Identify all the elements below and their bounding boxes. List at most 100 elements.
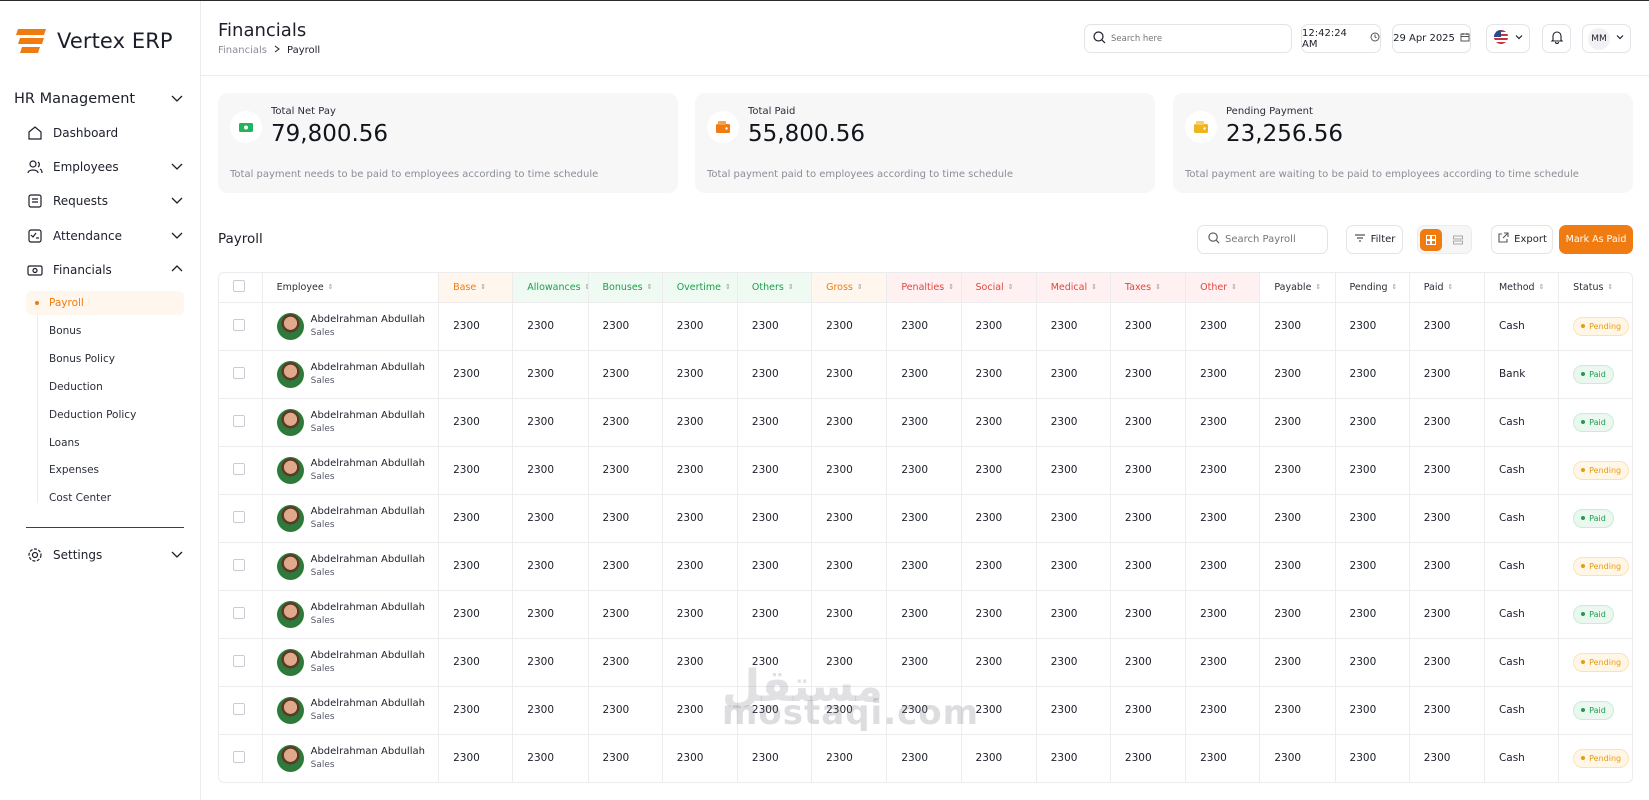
app-logo[interactable]: Vertex ERP bbox=[14, 27, 173, 55]
column-header-base[interactable]: Base ⇕ bbox=[438, 273, 514, 303]
table-row[interactable]: Abdelrahman Abdullah Sales 2300 2300 2300 230… bbox=[219, 590, 1632, 639]
employee-cell[interactable]: Abdelrahman Abdullah Sales bbox=[262, 302, 440, 351]
select-all-checkbox[interactable] bbox=[233, 279, 245, 292]
sidebar-item-financials[interactable]: Financials bbox=[26, 258, 184, 282]
sort-icon[interactable]: ⇕ bbox=[1231, 283, 1237, 292]
amount-cell: 2300 bbox=[512, 398, 589, 447]
sort-icon[interactable]: ⇕ bbox=[856, 283, 863, 292]
row-checkbox[interactable] bbox=[233, 750, 245, 763]
sidebar-item-settings[interactable]: Settings bbox=[26, 543, 184, 567]
mark-as-paid-button[interactable]: Mark As Paid bbox=[1559, 225, 1633, 254]
column-header-medical[interactable]: Medical ⇕ bbox=[1036, 273, 1111, 303]
global-search-input[interactable] bbox=[1111, 33, 1281, 44]
employee-cell[interactable]: Abdelrahman Abdullah Sales bbox=[262, 350, 440, 399]
column-header-status[interactable]: Status ⇕ bbox=[1558, 273, 1632, 303]
sort-icon[interactable]: ⇕ bbox=[327, 283, 334, 292]
hr-management-section[interactable]: HR Management bbox=[14, 87, 184, 111]
export-button[interactable]: Export bbox=[1491, 225, 1553, 254]
sort-icon[interactable]: ⇕ bbox=[948, 283, 955, 292]
column-header-social[interactable]: Social ⇕ bbox=[961, 273, 1037, 303]
employee-cell[interactable]: Abdelrahman Abdullah Sales bbox=[262, 494, 440, 543]
employee-cell[interactable]: Abdelrahman Abdullah Sales bbox=[262, 542, 440, 591]
sidebar-subitem-deduction[interactable]: Deduction bbox=[49, 381, 103, 393]
employee-cell[interactable]: Abdelrahman Abdullah Sales bbox=[262, 398, 440, 447]
column-header-taxes[interactable]: Taxes ⇕ bbox=[1110, 273, 1187, 303]
row-checkbox[interactable] bbox=[233, 414, 245, 427]
column-header-paid[interactable]: Paid ⇕ bbox=[1409, 273, 1485, 303]
column-header-payable[interactable]: Payable ⇕ bbox=[1259, 273, 1336, 303]
sort-icon[interactable]: ⇕ bbox=[787, 283, 794, 292]
table-row[interactable]: Abdelrahman Abdullah Sales 2300 2300 2300 230… bbox=[219, 686, 1632, 735]
row-checkbox[interactable] bbox=[233, 462, 245, 475]
sidebar-subitem-expenses[interactable]: Expenses bbox=[49, 464, 100, 476]
sort-icon[interactable]: ⇕ bbox=[1447, 283, 1454, 292]
row-checkbox[interactable] bbox=[233, 366, 245, 379]
sort-icon[interactable]: ⇕ bbox=[1391, 283, 1398, 292]
global-search[interactable] bbox=[1084, 24, 1292, 53]
sidebar-subitem-bonus-policy[interactable]: Bonus Policy bbox=[49, 353, 115, 365]
sort-icon[interactable]: ⇕ bbox=[480, 283, 487, 292]
employee-cell[interactable]: Abdelrahman Abdullah Sales bbox=[262, 590, 440, 639]
row-checkbox[interactable] bbox=[233, 702, 245, 715]
avatar bbox=[276, 408, 304, 436]
sort-icon[interactable]: ⇕ bbox=[1315, 283, 1322, 292]
payroll-search[interactable] bbox=[1197, 225, 1328, 254]
sidebar-subitem-bonus[interactable]: Bonus bbox=[49, 325, 82, 337]
filter-button[interactable]: Filter bbox=[1346, 225, 1403, 254]
sidebar-item-requests[interactable]: Requests bbox=[26, 189, 184, 213]
employee-cell[interactable]: Abdelrahman Abdullah Sales bbox=[262, 446, 440, 495]
list-view-icon[interactable] bbox=[1447, 229, 1469, 251]
table-row[interactable]: Abdelrahman Abdullah Sales 2300 2300 2300 230… bbox=[219, 542, 1632, 591]
table-row[interactable]: Abdelrahman Abdullah Sales 2300 2300 2300 230… bbox=[219, 398, 1632, 447]
language-selector[interactable] bbox=[1486, 24, 1530, 53]
column-header-overtime[interactable]: Overtime ⇕ bbox=[662, 273, 738, 303]
sort-icon[interactable]: ⇕ bbox=[1607, 283, 1614, 292]
employee-cell[interactable]: Abdelrahman Abdullah Sales bbox=[262, 638, 440, 687]
notifications-button[interactable] bbox=[1542, 24, 1571, 53]
payroll-search-input[interactable] bbox=[1225, 234, 1325, 245]
sort-icon[interactable]: ⇕ bbox=[1091, 283, 1097, 292]
sort-icon[interactable]: ⇕ bbox=[1007, 283, 1014, 292]
row-checkbox[interactable] bbox=[233, 318, 245, 331]
grid-view-icon[interactable] bbox=[1420, 228, 1443, 251]
breadcrumb-link[interactable]: Financials bbox=[218, 45, 267, 56]
table-row[interactable]: Abdelrahman Abdullah Sales 2300 2300 2300 230… bbox=[219, 638, 1632, 687]
row-checkbox[interactable] bbox=[233, 606, 245, 619]
sidebar-item-dashboard[interactable]: Dashboard bbox=[26, 121, 184, 145]
column-header-gross[interactable]: Gross ⇕ bbox=[811, 273, 888, 303]
sort-icon[interactable]: ⇕ bbox=[585, 283, 587, 291]
employee-cell[interactable]: Abdelrahman Abdullah Sales bbox=[262, 686, 440, 735]
column-header-pending[interactable]: Pending ⇕ bbox=[1335, 273, 1410, 303]
column-header-others[interactable]: Others ⇕ bbox=[737, 273, 813, 303]
sidebar-subitem-deduction-policy[interactable]: Deduction Policy bbox=[49, 409, 137, 421]
column-header-employee[interactable]: Employee ⇕ bbox=[262, 273, 440, 303]
table-row[interactable]: Abdelrahman Abdullah Sales 2300 2300 2300 230… bbox=[219, 446, 1632, 495]
sidebar-item-employees[interactable]: Employees bbox=[26, 155, 184, 179]
sort-icon[interactable]: ⇕ bbox=[725, 283, 731, 292]
amount-cell: 2300 bbox=[588, 446, 663, 495]
sort-icon[interactable]: ⇕ bbox=[646, 283, 653, 292]
sort-icon[interactable]: ⇕ bbox=[1538, 283, 1545, 292]
table-row[interactable]: Abdelrahman Abdullah Sales 2300 2300 2300 230… bbox=[219, 494, 1632, 543]
column-header-allowances[interactable]: Allowances ⇕ bbox=[512, 273, 589, 303]
user-menu[interactable]: MM bbox=[1582, 24, 1631, 53]
row-checkbox[interactable] bbox=[233, 558, 245, 571]
sidebar-subitem-cost-center[interactable]: Cost Center bbox=[49, 492, 112, 504]
sidebar-subitem-payroll[interactable]: Payroll bbox=[26, 291, 184, 315]
column-header-method[interactable]: Method ⇕ bbox=[1484, 273, 1560, 303]
sidebar-subitem-loans[interactable]: Loans bbox=[49, 437, 80, 449]
view-toggle bbox=[1417, 225, 1472, 254]
row-checkbox[interactable] bbox=[233, 510, 245, 523]
table-row[interactable]: Abdelrahman Abdullah Sales 2300 2300 2300 230… bbox=[219, 734, 1632, 782]
date-picker[interactable]: 29 Apr 2025 bbox=[1392, 24, 1471, 53]
column-header-bonuses[interactable]: Bonuses ⇕ bbox=[588, 273, 663, 303]
table-row[interactable]: Abdelrahman Abdullah Sales 2300 2300 2300 230… bbox=[219, 302, 1632, 351]
employee-cell[interactable]: Abdelrahman Abdullah Sales bbox=[262, 734, 440, 782]
sort-icon[interactable]: ⇕ bbox=[1155, 283, 1161, 292]
sidebar-item-attendance[interactable]: Attendance bbox=[26, 224, 184, 248]
row-checkbox[interactable] bbox=[233, 654, 245, 667]
table-row[interactable]: Abdelrahman Abdullah Sales 2300 2300 2300 230… bbox=[219, 350, 1632, 399]
amount-cell: 2300 bbox=[438, 734, 514, 782]
column-header-penalties[interactable]: Penalties ⇕ bbox=[886, 273, 962, 303]
column-header-other[interactable]: Other ⇕ bbox=[1185, 273, 1261, 303]
